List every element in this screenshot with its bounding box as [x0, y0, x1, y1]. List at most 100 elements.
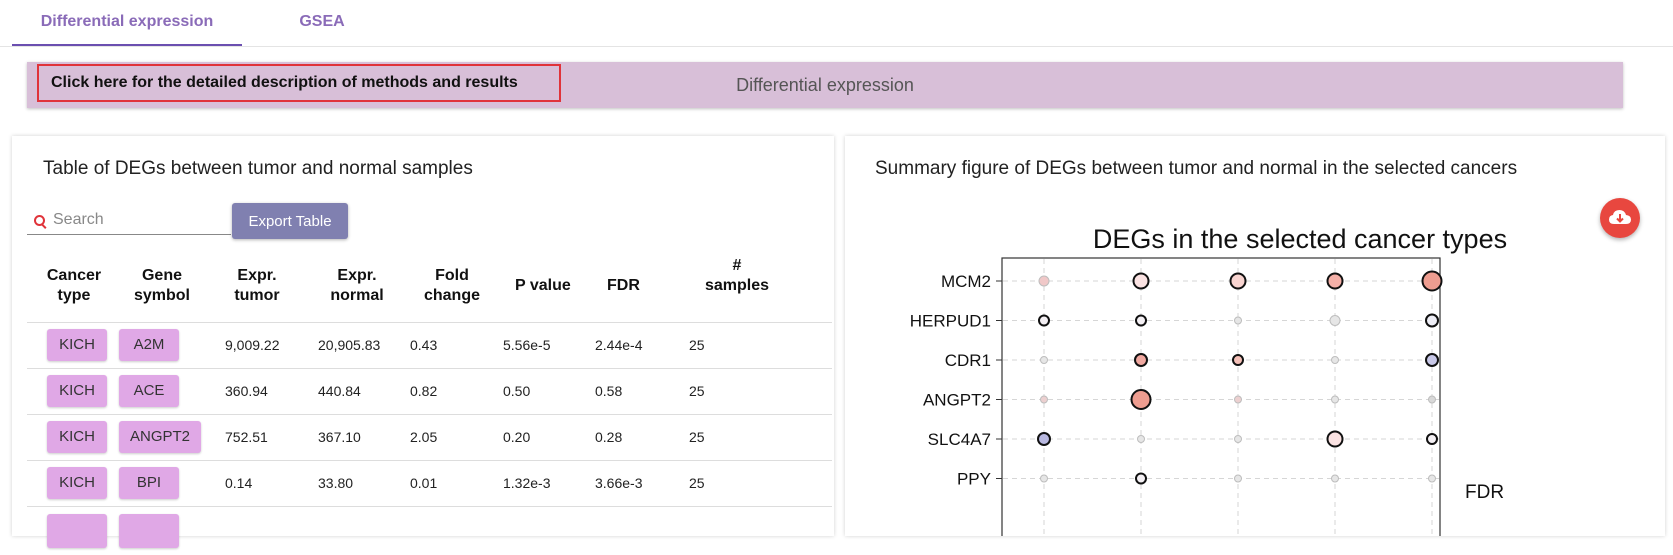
dot-point	[1329, 315, 1341, 326]
samples-cell: 25	[689, 475, 705, 491]
column-header-fdr[interactable]: FDR	[607, 277, 640, 294]
p-value-cell: 0.50	[503, 383, 531, 399]
dot-point	[1234, 395, 1242, 404]
table-row[interactable]	[27, 506, 832, 555]
y-tick-label: SLC4A7	[928, 430, 991, 449]
gene-symbol-chip[interactable]: A2M	[119, 329, 179, 361]
dot-point	[1425, 313, 1439, 328]
dot-point	[1229, 272, 1247, 290]
download-figure-button[interactable]	[1600, 198, 1640, 238]
dot-point	[1037, 432, 1051, 446]
dot-point	[1040, 474, 1048, 483]
export-table-button[interactable]: Export Table	[232, 203, 348, 239]
fold-change-cell: 0.43	[410, 337, 438, 353]
column-header-expr-normal[interactable]: Expr. normal	[330, 267, 384, 304]
fdr-cell: 0.28	[595, 429, 623, 445]
expr-tumor-cell: 360.94	[225, 383, 268, 399]
cancer-type-chip[interactable]: KICH	[47, 421, 107, 453]
expr-tumor-cell: 0.14	[225, 475, 253, 491]
search-icon	[34, 215, 45, 226]
cancer-type-chip[interactable]: KICH	[47, 329, 107, 361]
table-chip[interactable]	[47, 514, 107, 548]
dot-point	[1040, 356, 1048, 364]
dot-point	[1425, 353, 1439, 367]
table-row[interactable]: KICH ACE 360.94 440.84 0.82 0.50 0.58 25	[27, 368, 832, 415]
dot-point	[1421, 270, 1443, 292]
y-tick-label: PPY	[957, 470, 991, 489]
summary-figure-panel: Summary figure of DEGs between tumor and…	[845, 136, 1665, 536]
dot-point	[1331, 356, 1339, 364]
tab-gsea[interactable]: GSEA	[299, 13, 345, 30]
dot-point	[1331, 474, 1339, 483]
cloud-download-icon	[1609, 210, 1631, 224]
cancer-type-chip[interactable]: KICH	[47, 467, 107, 499]
dot-point	[1234, 474, 1242, 483]
deg-table-panel: Table of DEGs between tumor and normal s…	[12, 136, 834, 548]
dot-point	[1326, 430, 1344, 448]
p-value-cell: 1.32e-3	[503, 475, 551, 491]
figure-panel-title: Summary figure of DEGs between tumor and…	[875, 158, 1518, 179]
p-value-cell: 5.56e-5	[503, 337, 551, 353]
y-tick-label: ANGPT2	[923, 391, 991, 410]
table-row[interactable]: KICH BPI 0.14 33.80 0.01 1.32e-3 3.66e-3 25	[27, 460, 832, 507]
tab-bar: Differential expression GSEA	[0, 0, 1673, 47]
column-header-gene-symbol[interactable]: Gene symbol	[133, 267, 190, 304]
column-header-expr-tumor[interactable]: Expr. tumor	[234, 267, 280, 304]
y-tick-label: HERPUD1	[910, 312, 991, 331]
gene-symbol-chip[interactable]: ACE	[119, 375, 179, 407]
column-header-p-value[interactable]: P value	[515, 277, 571, 294]
dot-point	[1134, 353, 1148, 367]
deg-dot-plot: DEGs in the selected cancer types MCM2 HE…	[910, 224, 1507, 536]
method-description-link[interactable]: Click here for the detailed description …	[37, 64, 561, 102]
expr-tumor-cell: 752.51	[225, 429, 268, 445]
dot-point	[1426, 433, 1438, 445]
expr-normal-cell: 367.10	[318, 429, 361, 445]
expr-normal-cell: 33.80	[318, 475, 354, 491]
expr-normal-cell: 440.84	[318, 383, 361, 399]
fdr-cell: 2.44e-4	[595, 337, 643, 353]
search-box	[27, 206, 231, 235]
gene-symbol-chip[interactable]: BPI	[119, 467, 179, 499]
p-value-cell: 0.20	[503, 429, 531, 445]
dot-point	[1040, 395, 1048, 404]
dot-point	[1232, 354, 1244, 366]
table-chip[interactable]	[119, 514, 179, 548]
y-tick-label: CDR1	[945, 351, 991, 370]
fold-change-cell: 2.05	[410, 429, 438, 445]
description-banner: Differential expression Click here for t…	[27, 62, 1623, 108]
column-header-fold-change[interactable]: Fold change	[423, 267, 480, 304]
dot-point	[1428, 474, 1436, 483]
table-row[interactable]: KICH A2M 9,009.22 20,905.83 0.43 5.56e-5 2.44e…	[27, 322, 832, 369]
y-tick-label: MCM2	[941, 272, 991, 291]
dot-point	[1038, 314, 1050, 327]
dot-point	[1234, 316, 1242, 325]
column-header-cancer-type[interactable]: Cancer type	[46, 267, 102, 304]
dot-point	[1234, 435, 1242, 443]
dot-point	[1038, 275, 1050, 287]
samples-cell: 25	[689, 337, 705, 353]
tab-differential-expression[interactable]: Differential expression	[12, 0, 242, 46]
samples-cell: 25	[689, 383, 705, 399]
fdr-cell: 3.66e-3	[595, 475, 643, 491]
column-header-samples[interactable]: # samples	[704, 257, 770, 294]
dot-point	[1135, 314, 1147, 327]
dot-point	[1132, 272, 1150, 290]
fold-change-cell: 0.82	[410, 383, 438, 399]
expr-tumor-cell: 9,009.22	[225, 337, 280, 353]
dot-point	[1135, 472, 1147, 485]
plot-frame	[1001, 257, 1441, 536]
legend-title: FDR	[1465, 482, 1504, 503]
table-panel-title: Table of DEGs between tumor and normal s…	[43, 158, 473, 179]
cancer-type-chip[interactable]: KICH	[47, 375, 107, 407]
fdr-cell: 0.58	[595, 383, 623, 399]
fold-change-cell: 0.01	[410, 475, 438, 491]
table-row[interactable]: KICH ANGPT2 752.51 367.10 2.05 0.20 0.28 25	[27, 414, 832, 461]
gene-symbol-chip[interactable]: ANGPT2	[119, 421, 201, 453]
chart-title: DEGs in the selected cancer types	[1093, 224, 1507, 254]
dot-point	[1428, 395, 1436, 404]
dot-point	[1137, 435, 1145, 443]
dot-point	[1331, 395, 1339, 404]
table-header: Cancer type Gene symbol Expr. tumor Expr. no…	[27, 257, 832, 323]
search-input[interactable]	[51, 206, 231, 234]
dot-point	[1326, 272, 1344, 290]
